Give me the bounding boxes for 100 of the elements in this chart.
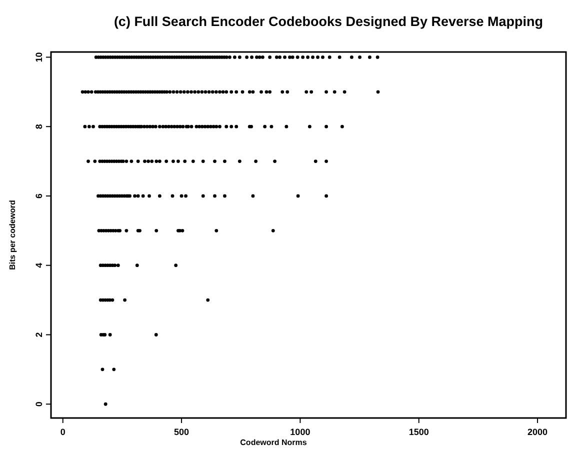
point: [161, 124, 165, 128]
point: [112, 368, 116, 372]
point: [108, 333, 112, 336]
point: [200, 124, 204, 128]
point: [284, 124, 288, 128]
y-tick-label: 10: [34, 52, 44, 62]
point: [174, 264, 178, 268]
point: [314, 160, 318, 163]
point: [170, 194, 174, 198]
point: [114, 228, 118, 232]
point: [124, 160, 128, 163]
chart-title: (c) Full Search Encoder Codebooks Designed By Reverse Mapping: [114, 14, 544, 29]
x-tick-label: 1000: [290, 427, 310, 437]
y-tick-label: 8: [34, 124, 44, 130]
point: [158, 160, 162, 163]
point: [184, 194, 188, 198]
point: [201, 194, 205, 198]
point: [176, 160, 180, 163]
point: [92, 124, 95, 128]
x-tick-label: 2000: [528, 427, 548, 437]
point: [136, 160, 140, 163]
point: [183, 160, 187, 163]
point: [254, 160, 258, 163]
point: [164, 124, 168, 128]
point: [158, 124, 162, 128]
point: [113, 264, 117, 268]
y-tick-label: 4: [34, 262, 44, 268]
point: [340, 124, 344, 128]
point: [104, 402, 108, 406]
point: [83, 124, 87, 128]
point: [271, 228, 275, 232]
point: [110, 298, 114, 302]
point: [123, 298, 127, 302]
point: [178, 124, 182, 128]
point: [181, 124, 185, 128]
point: [151, 124, 155, 128]
x-tick-label: 500: [174, 427, 190, 437]
y-tick-label: 6: [34, 193, 44, 198]
point: [93, 160, 97, 163]
point: [146, 160, 150, 163]
point: [86, 160, 90, 163]
point: [130, 160, 134, 163]
point: [180, 228, 184, 232]
point: [143, 160, 146, 163]
point: [296, 194, 300, 198]
point: [213, 194, 216, 198]
point: [270, 124, 274, 128]
point: [133, 194, 136, 198]
point: [142, 124, 146, 128]
point: [176, 124, 179, 128]
point: [100, 368, 104, 372]
point: [324, 194, 328, 198]
point: [148, 194, 151, 198]
point: [234, 124, 238, 128]
point: [180, 194, 184, 198]
point: [224, 124, 228, 128]
point: [223, 194, 226, 198]
point: [191, 160, 195, 163]
point: [273, 160, 276, 163]
point: [212, 124, 216, 128]
point: [214, 124, 218, 128]
y-tick-label: 2: [34, 332, 44, 338]
point: [141, 194, 145, 198]
x-tick-label: 0: [60, 427, 66, 437]
point: [135, 264, 139, 268]
point: [201, 160, 205, 163]
point: [206, 124, 210, 128]
point: [214, 228, 218, 232]
point: [172, 160, 175, 163]
point: [150, 160, 154, 163]
point: [154, 124, 158, 128]
point: [136, 194, 140, 198]
point: [190, 124, 194, 128]
x-tick-label: 1500: [408, 427, 429, 437]
point: [124, 228, 128, 232]
point: [167, 124, 170, 128]
point: [209, 124, 212, 128]
point: [198, 124, 202, 128]
point: [172, 124, 176, 128]
point: [206, 298, 210, 302]
point: [88, 124, 91, 128]
point: [116, 264, 120, 268]
point: [308, 124, 312, 128]
point: [218, 124, 222, 128]
point: [238, 160, 242, 163]
x-axis-title: Codeword Norms: [240, 438, 308, 447]
y-axis-title: Bits per codeword: [8, 200, 17, 270]
point: [164, 160, 168, 163]
point: [251, 194, 255, 198]
point: [145, 124, 149, 128]
point: [324, 124, 328, 128]
point: [170, 124, 174, 128]
point: [230, 124, 234, 128]
point: [263, 124, 267, 128]
point: [108, 298, 112, 302]
point: [203, 124, 207, 128]
point: [154, 228, 158, 232]
point: [324, 160, 328, 163]
point: [213, 160, 216, 163]
point: [158, 194, 162, 198]
